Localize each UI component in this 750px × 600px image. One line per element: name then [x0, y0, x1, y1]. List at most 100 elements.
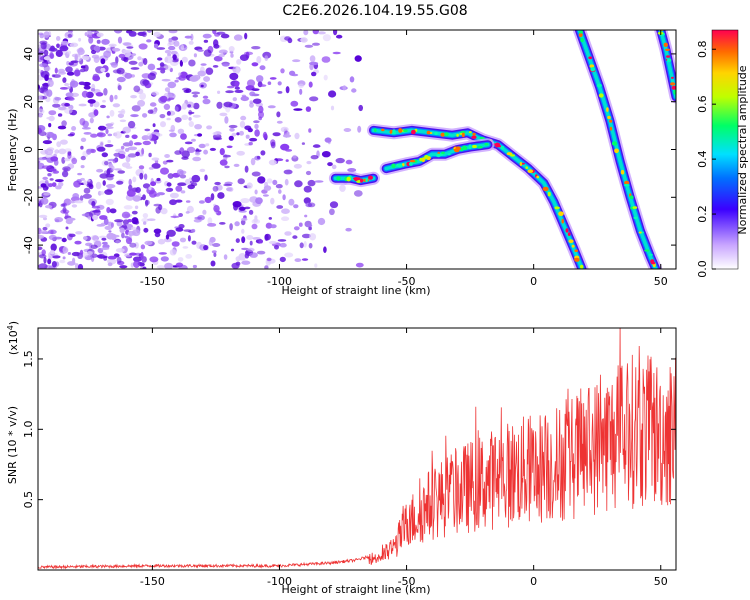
noise-speckle: [44, 148, 54, 155]
noise-speckle: [62, 206, 67, 214]
trace-hotspot: [663, 42, 668, 47]
noise-speckle: [179, 237, 187, 243]
noise-speckle: [39, 63, 48, 68]
noise-speckle: [251, 62, 259, 67]
noise-speckle: [88, 184, 94, 190]
noise-speckle: [41, 249, 46, 256]
noise-speckle: [166, 117, 171, 121]
noise-speckle: [147, 218, 156, 221]
noise-speckle: [46, 89, 53, 97]
noise-speckle: [192, 114, 201, 118]
noise-speckle: [62, 77, 67, 83]
noise-speckle: [277, 81, 282, 86]
colorbar-label: Normalized spectral amplitude: [736, 65, 749, 234]
noise-speckle: [124, 72, 133, 79]
noise-speckle: [224, 165, 230, 169]
noise-speckle: [241, 236, 246, 244]
noise-speckle: [182, 246, 189, 249]
noise-speckle: [230, 53, 234, 58]
noise-speckle: [224, 116, 229, 124]
noise-speckle: [210, 193, 215, 201]
noise-speckle: [128, 184, 133, 191]
noise-speckle: [188, 109, 193, 116]
noise-speckle: [286, 131, 290, 136]
noise-speckle: [210, 260, 216, 267]
noise-speckle: [238, 210, 247, 213]
noise-speckle: [156, 47, 166, 50]
noise-speckle: [47, 258, 52, 265]
trace-hotspot: [633, 216, 638, 219]
noise-speckle: [317, 31, 326, 35]
noise-speckle: [169, 249, 177, 256]
noise-speckle: [125, 166, 133, 169]
noise-speckle: [280, 68, 285, 74]
noise-speckle: [66, 71, 75, 76]
noise-speckle: [277, 91, 283, 94]
trace-hotspot: [472, 132, 476, 136]
noise-speckle: [292, 154, 297, 159]
x-tick-label: -150: [140, 275, 165, 288]
trace-hotspot: [368, 175, 373, 180]
noise-speckle: [214, 181, 221, 186]
noise-speckle: [39, 230, 48, 235]
noise-speckle: [158, 252, 167, 255]
noise-speckle: [231, 262, 240, 269]
noise-speckle: [59, 45, 69, 52]
colorbar-ticks: 0.0 0.2 0.4 0.6 0.8: [696, 40, 716, 278]
trace-hotspot: [461, 132, 465, 138]
noise-speckle: [185, 200, 191, 203]
noise-speckle: [67, 97, 75, 101]
noise-speckle: [255, 197, 263, 205]
noise-speckle: [164, 262, 174, 269]
spectrogram-x-label: Height of straight line (km): [281, 284, 430, 297]
noise-speckle: [303, 30, 309, 36]
trace-hotspot: [500, 145, 505, 150]
noise-speckle: [159, 62, 165, 67]
noise-speckle: [355, 262, 364, 268]
noise-speckle: [107, 221, 113, 226]
noise-speckle: [89, 148, 96, 154]
noise-speckle: [307, 179, 316, 187]
noise-speckle: [108, 43, 117, 47]
noise-speckle: [144, 128, 151, 132]
noise-speckle: [107, 133, 113, 137]
noise-speckle: [95, 92, 104, 97]
noise-speckle: [357, 125, 362, 133]
noise-speckle: [153, 43, 159, 49]
noise-speckle: [67, 252, 72, 255]
snr-panel: -150 -100 -50 0 50 0.5 1.0 1.5 Height of strai…: [6, 321, 677, 596]
y-tick-label: 0.5: [22, 491, 35, 509]
noise-speckle: [77, 172, 82, 176]
trace-hotspot: [360, 178, 364, 183]
noise-speckle: [112, 103, 121, 108]
noise-speckle: [236, 59, 242, 65]
noise-speckle: [54, 67, 58, 74]
trace-hotspot: [391, 163, 396, 169]
noise-speckle: [87, 179, 91, 182]
trace-hotspot: [510, 154, 515, 157]
noise-speckle: [58, 106, 67, 111]
noise-speckle: [43, 192, 50, 196]
noise-speckle: [247, 128, 253, 133]
spectrogram-x-ticks: -150 -100 -50 0 50: [140, 30, 668, 288]
noise-speckle: [109, 109, 115, 117]
noise-speckle: [116, 76, 126, 83]
noise-speckle: [65, 66, 73, 73]
noise-speckle: [59, 139, 68, 145]
noise-speckle: [55, 49, 63, 58]
noise-speckle: [213, 252, 217, 257]
noise-speckle: [251, 46, 261, 50]
noise-speckle: [75, 231, 83, 235]
trace-hotspot: [671, 76, 674, 79]
noise-speckle: [126, 46, 134, 49]
colorbar-tick-label: 0.2: [696, 205, 709, 223]
noise-speckle: [299, 88, 303, 95]
noise-speckle: [303, 241, 307, 248]
noise-speckle: [38, 55, 44, 63]
noise-speckle: [191, 91, 201, 95]
noise-speckle: [237, 178, 245, 185]
noise-speckle: [256, 56, 262, 64]
noise-speckle: [228, 135, 234, 141]
noise-speckle: [172, 54, 177, 60]
noise-speckle: [244, 165, 249, 173]
